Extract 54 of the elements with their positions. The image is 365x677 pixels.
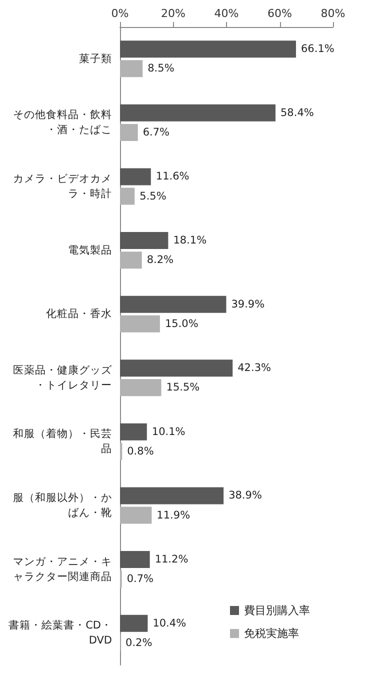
data-label: 8.5%: [148, 62, 174, 75]
bar: [120, 551, 150, 568]
bar: [120, 379, 162, 396]
data-label: 11.6%: [156, 170, 190, 183]
y-tick-label: 服（和服以外）・かばん・靴: [13, 491, 112, 519]
data-label: 15.5%: [166, 382, 200, 394]
data-label: 11.9%: [156, 509, 190, 522]
bar: [120, 188, 135, 205]
data-label: 5.5%: [140, 190, 166, 202]
data-label: 10.4%: [152, 617, 186, 630]
legend-label: 費目別購入率: [244, 604, 310, 617]
data-label: 8.2%: [146, 254, 174, 266]
data-label: 39.9%: [231, 298, 265, 310]
y-tick-label: カメラ・ビデオカメラ・時計: [13, 173, 112, 200]
bar: [120, 124, 138, 141]
bar: [120, 104, 276, 122]
data-label: 58.4%: [280, 106, 314, 119]
y-tick-label: その他食料品・飲料・酒・たばこ: [13, 108, 112, 136]
legend-label: 免税実施率: [244, 627, 299, 640]
data-label: 66.1%: [300, 43, 334, 56]
bar: [120, 487, 224, 504]
bar: [120, 296, 226, 313]
bar: [120, 614, 148, 632]
bar: [120, 360, 233, 377]
x-tick-label: 0%: [111, 7, 129, 20]
y-tick-label: マンガ・アニメ・キャラクター関連商品: [13, 556, 112, 583]
bar: [120, 60, 143, 78]
data-label: 6.7%: [142, 126, 170, 138]
bar: [120, 40, 296, 58]
bar: [120, 506, 152, 524]
data-label: 10.1%: [152, 426, 186, 438]
bar: [120, 252, 142, 269]
data-label: 42.3%: [238, 362, 272, 374]
x-tick-label: 40%: [214, 7, 239, 20]
y-tick-label: 化粧品・香水: [46, 307, 112, 320]
data-label: 18.1%: [173, 234, 207, 247]
y-tick-label: 医薬品・健康グッズ・トイレタリー: [13, 363, 113, 392]
bar: [120, 315, 160, 332]
bar: [120, 232, 168, 250]
bar: [120, 168, 151, 186]
y-tick-label: 書籍・絵葉書・CD・DVD: [8, 618, 112, 647]
y-tick-label: 和服（着物）・民芸品: [13, 427, 112, 456]
data-label: 0.2%: [126, 636, 152, 649]
x-tick-label: 60%: [268, 7, 292, 20]
data-label: 38.9%: [228, 490, 262, 502]
y-tick-label: 菓子類: [79, 52, 112, 65]
y-tick-label: 電気製品: [68, 243, 112, 256]
data-label: 11.2%: [154, 554, 188, 566]
data-label: 0.7%: [126, 573, 154, 586]
bar: [120, 423, 147, 440]
x-tick-label: 80%: [320, 7, 346, 20]
x-tick-label: 20%: [161, 7, 186, 20]
data-label: 0.8%: [127, 445, 154, 458]
data-label: 15.0%: [164, 318, 198, 330]
